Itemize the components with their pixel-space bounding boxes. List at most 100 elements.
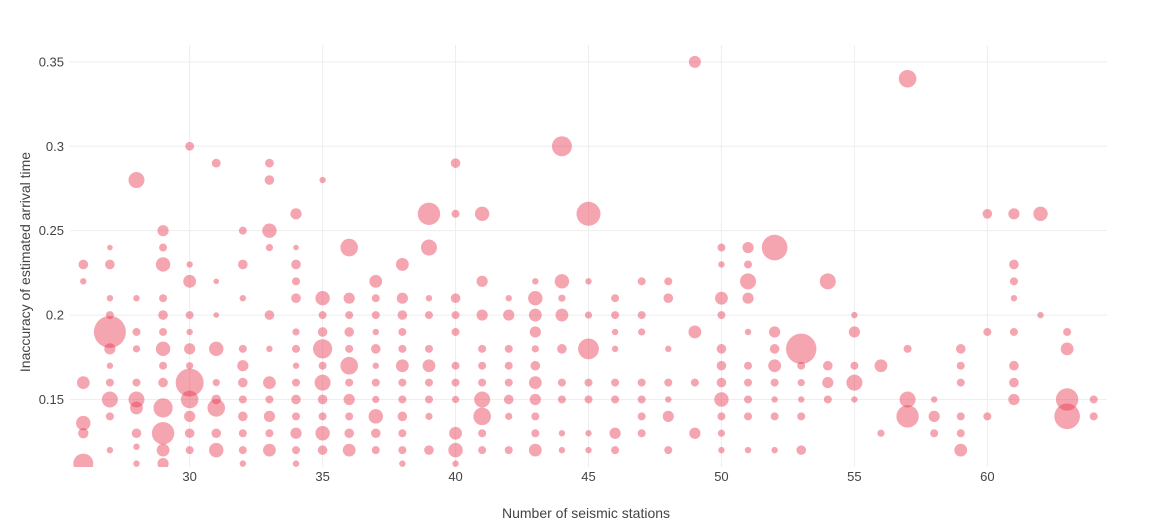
bubble-point[interactable] <box>343 393 355 406</box>
bubble-point[interactable] <box>345 378 354 387</box>
bubble-point[interactable] <box>183 274 197 288</box>
bubble-point[interactable] <box>637 429 646 438</box>
bubble-point[interactable] <box>822 377 834 389</box>
bubble-point[interactable] <box>557 344 567 354</box>
bubble-point[interactable] <box>424 445 434 455</box>
bubble-point[interactable] <box>371 311 380 320</box>
bubble-point[interactable] <box>716 360 727 371</box>
bubble-point[interactable] <box>798 396 805 403</box>
bubble-point[interactable] <box>528 376 542 389</box>
bubble-point[interactable] <box>105 378 114 387</box>
bubble-point[interactable] <box>292 412 301 421</box>
bubble-point[interactable] <box>688 55 701 68</box>
bubble-point[interactable] <box>133 295 140 302</box>
bubble-point[interactable] <box>212 379 220 387</box>
bubble-point[interactable] <box>638 328 646 336</box>
bubble-point[interactable] <box>158 310 168 320</box>
bubble-point[interactable] <box>611 446 620 455</box>
bubble-point[interactable] <box>128 391 145 408</box>
bubble-point[interactable] <box>292 328 300 336</box>
bubble-point[interactable] <box>928 410 940 422</box>
bubble-point[interactable] <box>417 202 441 225</box>
bubble-point[interactable] <box>266 345 273 353</box>
bubble-point[interactable] <box>528 308 542 322</box>
bubble-point[interactable] <box>717 429 726 437</box>
bubble-point[interactable] <box>451 209 460 218</box>
bubble-point[interactable] <box>78 259 89 270</box>
bubble-point[interactable] <box>318 361 327 370</box>
bubble-point[interactable] <box>557 395 566 404</box>
bubble-point[interactable] <box>899 391 916 408</box>
bubble-point[interactable] <box>690 378 699 387</box>
bubble-point[interactable] <box>611 311 620 320</box>
bubble-point[interactable] <box>345 344 354 353</box>
bubble-point[interactable] <box>744 378 753 387</box>
bubble-point[interactable] <box>1009 377 1019 388</box>
bubble-point[interactable] <box>106 295 114 302</box>
bubble-point[interactable] <box>263 443 276 457</box>
bubble-point[interactable] <box>1037 311 1044 319</box>
bubble-point[interactable] <box>425 412 433 420</box>
bubble-point[interactable] <box>340 238 358 257</box>
bubble-point[interactable] <box>478 378 487 387</box>
bubble-point[interactable] <box>130 401 143 415</box>
bubble-point[interactable] <box>73 453 94 474</box>
bubble-point[interactable] <box>397 310 408 320</box>
bubble-point[interactable] <box>531 429 540 438</box>
bubble-point[interactable] <box>398 446 407 455</box>
bubble-point[interactable] <box>213 312 220 318</box>
bubble-point[interactable] <box>186 328 193 336</box>
bubble-point[interactable] <box>238 226 247 235</box>
bubble-point[interactable] <box>611 395 620 404</box>
bubble-point[interactable] <box>76 415 91 431</box>
bubble-point[interactable] <box>555 308 569 322</box>
bubble-point[interactable] <box>104 343 116 355</box>
bubble-point[interactable] <box>1060 342 1074 356</box>
bubble-point[interactable] <box>797 379 805 387</box>
bubble-point[interactable] <box>317 327 328 337</box>
bubble-point[interactable] <box>1009 360 1019 371</box>
bubble-point[interactable] <box>237 360 249 372</box>
bubble-point[interactable] <box>1009 327 1018 336</box>
bubble-point[interactable] <box>211 394 222 405</box>
bubble-point[interactable] <box>528 291 543 306</box>
bubble-point[interactable] <box>424 311 433 320</box>
bubble-point[interactable] <box>742 292 754 304</box>
bubble-point[interactable] <box>290 208 302 220</box>
bubble-point[interactable] <box>372 328 379 336</box>
bubble-point[interactable] <box>448 442 463 458</box>
bubble-point[interactable] <box>1089 395 1098 404</box>
bubble-point[interactable] <box>478 429 487 438</box>
bubble-point[interactable] <box>211 158 221 168</box>
bubble-point[interactable] <box>239 460 247 467</box>
bubble-point[interactable] <box>398 395 407 404</box>
bubble-point[interactable] <box>313 339 333 359</box>
bubble-point[interactable] <box>238 446 247 455</box>
bubble-point[interactable] <box>315 426 330 441</box>
bubble-point[interactable] <box>292 362 300 369</box>
bubble-point[interactable] <box>637 277 646 286</box>
bubble-point[interactable] <box>344 327 354 337</box>
bubble-point[interactable] <box>1063 327 1072 336</box>
bubble-point[interactable] <box>290 427 302 439</box>
bubble-point[interactable] <box>797 361 806 370</box>
bubble-point[interactable] <box>819 273 836 290</box>
bubble-point[interactable] <box>451 361 460 370</box>
bubble-point[interactable] <box>716 377 727 388</box>
bubble-point[interactable] <box>956 378 965 387</box>
bubble-point[interactable] <box>369 274 383 288</box>
bubble-point[interactable] <box>584 395 593 404</box>
bubble-point[interactable] <box>106 446 114 454</box>
bubble-point[interactable] <box>770 378 779 387</box>
bubble-point[interactable] <box>292 344 301 353</box>
bubble-point[interactable] <box>714 392 729 407</box>
bubble-point[interactable] <box>239 295 247 302</box>
bubble-point[interactable] <box>343 292 355 304</box>
bubble-point[interactable] <box>504 378 513 387</box>
bubble-point[interactable] <box>585 446 592 454</box>
bubble-point[interactable] <box>585 430 592 437</box>
bubble-point[interactable] <box>292 277 301 286</box>
bubble-point[interactable] <box>293 244 299 251</box>
bubble-point[interactable] <box>291 394 301 405</box>
bubble-point[interactable] <box>474 391 491 408</box>
